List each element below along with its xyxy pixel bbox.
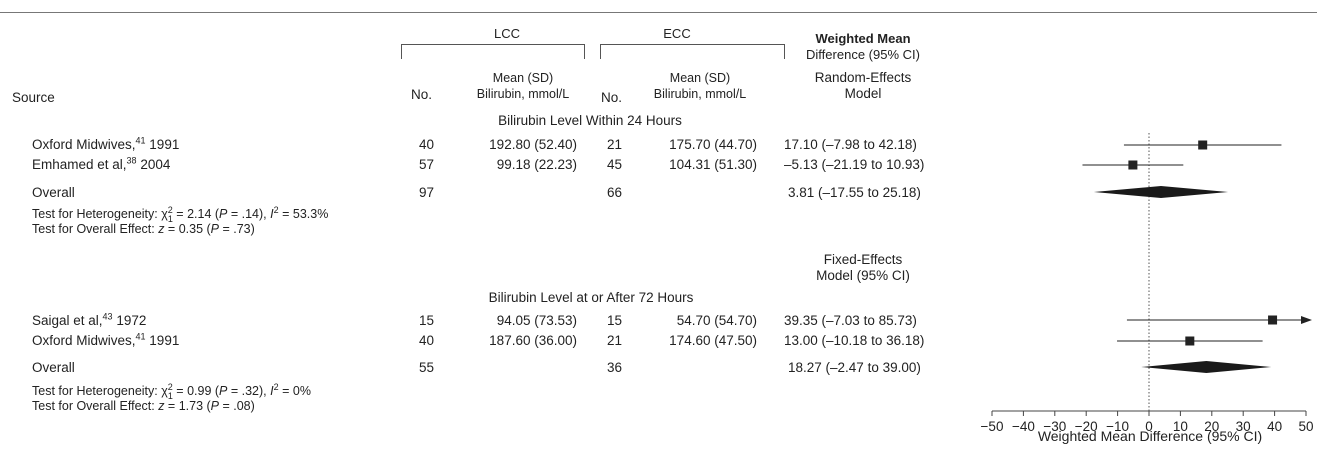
lcc-no-header: No. (411, 87, 433, 102)
lcc-bracket-left (401, 44, 402, 59)
study-2-lcc-mean: 99.18 (22.23) (496, 157, 577, 172)
lcc-header: LCC (493, 26, 520, 41)
study-2-ecc-n: 45 (606, 157, 622, 172)
study-3-ecc-n: 15 (606, 313, 622, 328)
heterogeneity-1: Test for Heterogeneity: χ21 = 2.14 (P = … (32, 204, 329, 224)
study-2-source: Emhamed et al,38 2004 (32, 155, 171, 172)
point-marker-0 (1198, 140, 1208, 150)
x-tick-label-7: 20 (1204, 419, 1219, 434)
study-3-source: Saigal et al,43 1972 (32, 311, 147, 328)
ecc-bracket (600, 44, 785, 45)
ecc-bracket-left (600, 44, 601, 59)
ecc-bracket-right (784, 44, 785, 59)
study-1-ecc-n: 21 (606, 137, 622, 152)
overall-1-ci: 3.81 (–17.55 to 25.18) (788, 185, 921, 200)
overall-1-lcc-n: 97 (418, 185, 434, 200)
group-1-title: Bilirubin Level Within 24 Hours (498, 113, 682, 128)
lcc-mean-header-line2: Bilirubin, mmol/L (476, 87, 570, 101)
x-tick-label-1: −40 (1012, 419, 1035, 434)
overall-diamond-2 (1093, 186, 1229, 198)
group-2-title: Bilirubin Level at or After 72 Hours (488, 290, 694, 305)
point-marker-4 (1185, 336, 1195, 346)
fixed-model-line2: Model (95% CI) (816, 268, 910, 283)
study-4-lcc-mean: 187.60 (36.00) (489, 333, 577, 348)
x-tick-label-8: 30 (1236, 419, 1251, 434)
study-3-ecc-mean: 54.70 (54.70) (676, 313, 757, 328)
random-model-line2: Model (844, 86, 882, 101)
overall-2-ecc-n: 36 (606, 360, 622, 375)
study-1-ecc-mean: 175.70 (44.70) (669, 137, 757, 152)
top-rule (0, 12, 1317, 13)
ecc-header: ECC (663, 26, 691, 41)
overall-2-lcc-n: 55 (418, 360, 434, 375)
random-model-line1: Random-Effects (814, 70, 912, 85)
study-1-lcc-mean: 192.80 (52.40) (489, 137, 577, 152)
x-tick-label-0: −50 (981, 419, 1004, 434)
lcc-bracket-right (584, 44, 585, 59)
study-4-lcc-n: 40 (418, 333, 434, 348)
study-1-ci: 17.10 (–7.98 to 42.18) (784, 137, 917, 152)
overall-effect-2: Test for Overall Effect: z = 1.73 (P = .… (32, 399, 255, 413)
study-3-ci: 39.35 (–7.03 to 85.73) (784, 313, 917, 328)
study-1-source: Oxford Midwives,41 1991 (32, 135, 180, 152)
study-2-ecc-mean: 104.31 (51.30) (669, 157, 757, 172)
ecc-mean-header-line1: Mean (SD) (669, 71, 731, 85)
wmd-header-line1: Weighted Mean (815, 31, 911, 46)
overall-effect-1: Test for Overall Effect: z = 0.35 (P = .… (32, 222, 255, 236)
overall-1-label: Overall (32, 185, 75, 200)
wmd-header-line2: Difference (95% CI) (806, 47, 920, 62)
study-4-source: Oxford Midwives,41 1991 (32, 331, 180, 348)
study-4-ci: 13.00 (–10.18 to 36.18) (784, 333, 925, 348)
study-4-ecc-mean: 174.60 (47.50) (669, 333, 757, 348)
x-tick-label-3: −20 (1075, 419, 1098, 434)
overall-1-ecc-n: 66 (606, 185, 622, 200)
point-marker-1 (1128, 160, 1138, 170)
study-2-lcc-n: 57 (418, 157, 434, 172)
x-tick-label-2: −30 (1043, 419, 1066, 434)
x-tick-label-9: 40 (1267, 419, 1282, 434)
study-3-lcc-n: 15 (418, 313, 434, 328)
study-2-ci: –5.13 (–21.19 to 10.93) (784, 157, 925, 172)
overall-2-label: Overall (32, 360, 75, 375)
x-tick-label-10: 50 (1298, 419, 1313, 434)
study-3-lcc-mean: 94.05 (73.53) (496, 313, 577, 328)
lcc-bracket (401, 44, 585, 45)
point-marker-3 (1268, 315, 1278, 325)
study-4-ecc-n: 21 (606, 333, 622, 348)
overall-2-ci: 18.27 (–2.47 to 39.00) (788, 360, 921, 375)
overall-diamond-5 (1141, 361, 1272, 373)
ecc-mean-header-line2: Bilirubin, mmol/L (653, 87, 747, 101)
ci-arrow-3 (1301, 316, 1312, 324)
study-1-lcc-n: 40 (418, 137, 434, 152)
heterogeneity-2: Test for Heterogeneity: χ21 = 0.99 (P = … (32, 381, 311, 401)
x-tick-label-4: −10 (1106, 419, 1129, 434)
x-tick-label-6: 10 (1173, 419, 1188, 434)
lcc-mean-header-line1: Mean (SD) (492, 71, 554, 85)
x-tick-label-5: 0 (1145, 419, 1153, 434)
x-axis-label: Weighted Mean Difference (95% CI) (1037, 428, 1263, 444)
source-header: Source (12, 90, 55, 105)
ecc-no-header: No. (601, 90, 623, 105)
fixed-model-line1: Fixed-Effects (823, 252, 903, 267)
